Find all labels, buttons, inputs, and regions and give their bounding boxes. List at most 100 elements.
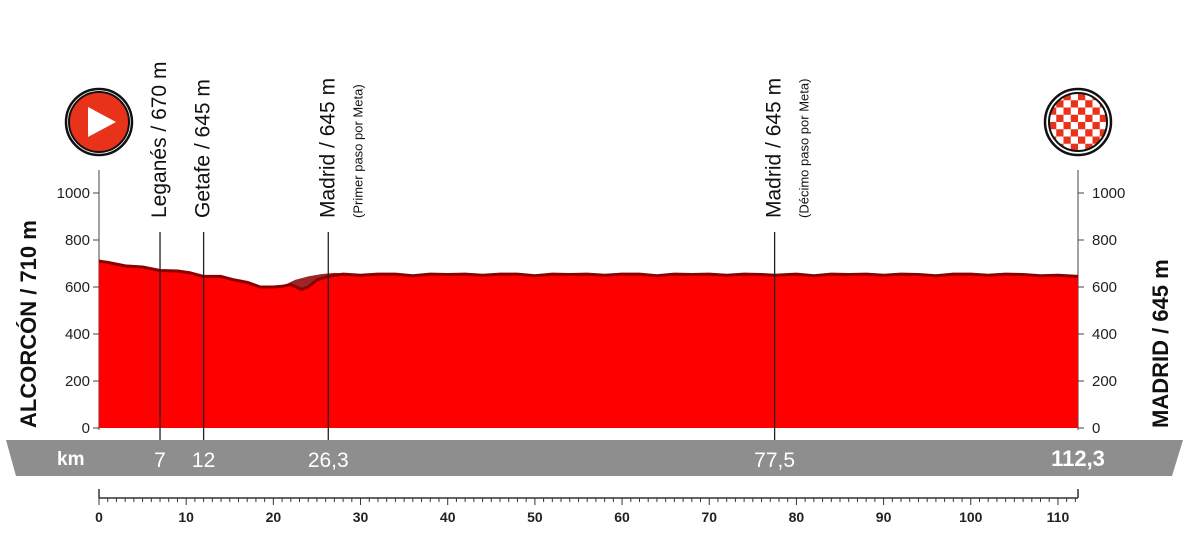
y-tick-label-right: 0 [1092,420,1100,437]
profile-top-edge [98,259,1079,291]
y-tick-label-left: 400 [65,326,90,343]
waypoint-km: 77,5 [754,449,795,472]
y-tick-label-right: 1000 [1092,185,1125,202]
checker-square [1085,93,1093,101]
x-tick-label: 0 [95,509,103,525]
y-tick-label-left: 200 [65,373,90,390]
checker-square [1063,129,1072,137]
x-tick-label: 110 [1047,509,1070,525]
checker-square [1078,93,1086,101]
km-band-label: km [57,449,84,470]
checker-square [1070,143,1079,151]
waypoint-note: (Décimo paso por Meta) [797,79,812,218]
x-tick-label: 10 [178,509,194,525]
checker-square [1099,122,1107,130]
waypoint-km: 7 [154,449,166,472]
waypoint-km: 12 [192,449,215,472]
checker-square [1085,143,1093,151]
y-tick-label-right: 800 [1092,232,1117,249]
checker-square [1056,122,1064,130]
checker-square [1092,114,1101,123]
checker-square [1049,122,1057,130]
x-tick-label: 60 [614,509,630,525]
checker-square [1085,114,1093,123]
checker-square [1078,136,1086,145]
checker-square [1078,107,1086,116]
waypoint-note: (Primer paso por Meta) [350,84,365,218]
checker-square [1049,107,1057,116]
y-tick-label-right: 200 [1092,373,1117,390]
checker-square [1085,107,1093,116]
checker-square [1078,129,1086,137]
checker-square [1099,107,1107,116]
checker-square [1078,100,1086,108]
checker-square [1070,122,1079,130]
km-band [6,440,1183,476]
checker-square [1078,143,1086,151]
checker-square [1092,136,1101,145]
checker-square [1063,107,1072,116]
checker-square [1092,122,1101,130]
y-axis-left: 0 200 400 600 800 1000 [57,185,99,437]
checker-square [1070,100,1079,108]
checker-square [1078,114,1086,123]
x-tick-label: 100 [959,509,983,525]
checker-square [1056,136,1064,145]
waypoint-name: Leganés / 670 m [148,62,171,218]
checker-square [1092,107,1101,116]
checker-square [1085,122,1093,130]
checker-square [1070,136,1079,145]
y-tick-label-right: 400 [1092,326,1117,343]
start-town-label: ALCORCÓN / 710 m [16,220,41,428]
checker-square [1063,100,1072,108]
checker-square [1063,136,1072,145]
checker-square [1056,107,1064,116]
checker-square [1085,100,1093,108]
waypoint-km: 26,3 [308,449,349,472]
x-tick-label: 40 [440,509,456,525]
checker-square [1070,129,1079,137]
checker-square [1099,129,1107,137]
finish-town-label: MADRID / 645 m [1148,259,1173,428]
checker-square [1056,129,1064,137]
checker-square [1099,114,1107,123]
x-tick-label: 70 [701,509,717,525]
waypoint-name: Getafe / 645 m [192,79,215,218]
waypoints: Leganés / 670 m Getafe / 645 m Madrid / 64… [148,62,812,440]
checker-square [1063,122,1072,130]
checker-square [1092,100,1101,108]
checker-square [1063,143,1072,151]
y-tick-label-left: 600 [65,279,90,296]
y-tick-label-left: 800 [65,232,90,249]
x-tick-label: 50 [527,509,543,525]
y-tick-label-right: 600 [1092,279,1117,296]
total-distance-label: 112,3 [1051,446,1105,471]
x-tick-label: 20 [266,509,282,525]
checker-square [1063,93,1072,101]
start-marker [64,87,134,157]
y-tick-label-left: 0 [82,420,90,437]
waypoint-name: Madrid / 645 m [763,78,786,218]
climb-ridge [282,272,344,290]
checker-square [1056,114,1064,123]
km-band-values: 7 12 26,3 77,5 [154,449,795,472]
x-tick-label: 90 [876,509,892,525]
elevation-profile [98,259,1079,428]
checker-square [1092,129,1101,137]
checker-square [1063,114,1072,123]
profile-area [99,261,1078,428]
checker-square [1070,114,1079,123]
checker-square [1085,136,1093,145]
x-tick-label: 30 [353,509,369,525]
checker-square [1070,107,1079,116]
checker-square [1070,93,1079,101]
checker-square [1085,129,1093,137]
x-tick-label: 80 [789,509,805,525]
waypoint-name: Madrid / 645 m [316,78,339,218]
x-axis: 0 10 20 30 40 50 60 70 80 90 100 110 [95,489,1079,525]
checker-square [1078,122,1086,130]
y-tick-label-left: 1000 [57,185,90,202]
checker-square [1049,129,1057,137]
